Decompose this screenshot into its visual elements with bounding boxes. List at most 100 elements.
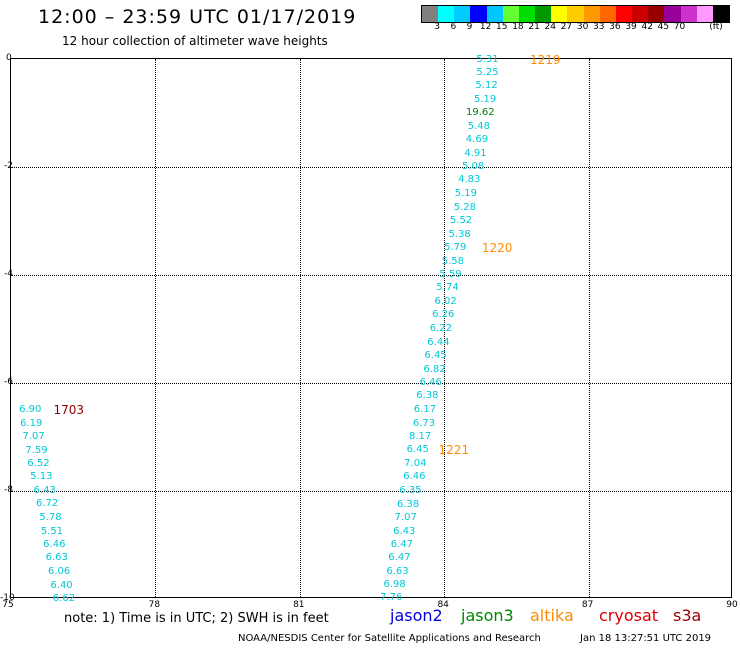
grid-line-vertical [155,59,157,597]
wave-height-observation: 5.31 [476,54,499,66]
wave-height-observation: 6.44 [427,337,450,349]
x-axis-tick-label: 81 [293,600,305,610]
wave-height-observation: 5.48 [467,121,490,133]
wave-height-observation: 6.02 [434,296,457,307]
wave-height-observation: 6.46 [43,539,66,550]
color-scale-swatch [422,6,439,22]
wave-height-observation: 5.51 [40,526,64,538]
wave-height-observation: 5.28 [453,202,477,214]
wave-height-observation: 6.46 [403,470,426,482]
wave-height-observation: 4.69 [465,134,489,145]
wave-height-observation: 5.12 [475,80,498,91]
grid-line-horizontal [11,491,731,492]
page-title: 12:00 – 23:59 UTC 01/17/2019 [38,6,357,28]
grid-line-vertical [299,59,301,597]
color-scale-label: 6 [450,22,457,32]
wave-height-observation: 6.22 [429,323,452,334]
color-scale-label: 39 [625,22,637,32]
credit-text: NOAA/NESDIS Center for Satellite Applica… [238,633,541,644]
color-scale-unit: (ft) [709,22,723,32]
color-scale-swatch [502,6,519,22]
wave-height-observation: 6.72 [35,497,59,509]
y-axis-tick-label: 0 [6,53,12,63]
wave-height-observation: 6.46 [419,377,442,388]
color-scale-swatch [696,6,713,22]
color-scale-swatch [551,6,568,22]
wave-height-observation: 5.79 [444,242,467,253]
color-scale-swatch [486,6,503,22]
y-axis-tick-label: -8 [4,485,13,495]
wave-height-observation: 6.45 [424,350,447,361]
wave-height-observation: 7.04 [404,458,427,469]
color-scale-label: 30 [576,22,589,32]
wave-height-observation: 6.73 [412,418,436,430]
pass-time-label: 1220 [481,241,513,255]
wave-height-observation: 6.52 [27,458,50,469]
wave-height-observation: 6.38 [416,389,439,401]
wave-height-observation: 6.35 [399,485,422,496]
wave-height-observation: 5.59 [439,269,462,280]
legend-item-s3a: s3a [673,606,702,625]
grid-line-vertical [588,59,590,597]
wave-height-observation: 6.47 [390,539,413,550]
y-axis-tick-label: -4 [4,269,13,279]
wave-height-observation: 8.17 [408,431,432,442]
legend-item-jason2: jason2 [390,606,443,625]
grid-line-horizontal [11,383,731,384]
wave-height-observation: 6.40 [50,580,73,592]
color-scale-label: 21 [528,22,540,32]
y-axis-tick-label: -10 [0,593,15,603]
wave-height-observation: 5.08 [461,161,485,172]
color-scale-swatch [632,6,649,22]
color-scale-label: 45 [657,22,670,32]
wave-height-observation: 6.19 [20,418,43,430]
color-scale-label: 24 [544,22,556,32]
wave-height-observation: 19.62 [465,107,495,118]
y-axis-tick-label: -2 [4,161,13,171]
wave-height-observation: 6.47 [388,551,411,563]
color-scale-label: 9 [466,22,473,32]
wave-height-observation: 7.76 [380,591,403,603]
color-scale-swatch [599,6,616,22]
color-scale-label: 18 [512,22,524,32]
wave-height-observation: 5.74 [436,281,459,293]
wave-height-observation: 6.62 [52,593,76,604]
wave-height-observation: 7.07 [394,512,417,523]
wave-height-observation: 5.25 [476,67,499,79]
wave-height-observation: 6.90 [19,404,42,415]
wave-height-observation: 6.43 [33,485,56,496]
grid-line-vertical [444,59,446,597]
wave-height-observation: 4.83 [458,173,481,185]
color-scale-swatch [518,6,536,22]
x-axis-tick-label: 78 [148,600,161,610]
legend-item-altika: altika [530,606,574,625]
pass-time-label: 1219 [529,53,561,68]
wave-height-observation: 5.19 [473,94,497,106]
wave-height-observation: 6.06 [47,566,71,577]
color-scale [421,5,730,23]
x-axis-tick-label: 87 [581,600,594,610]
color-scale-swatch [470,6,487,22]
color-scale-swatch [680,6,697,22]
wave-height-observation: 5.78 [39,512,62,523]
legend-item-cryosat: cryosat [599,606,659,625]
color-scale-swatch [712,6,729,22]
color-scale-swatch [664,6,681,22]
x-axis-tick-label: 84 [437,600,449,610]
x-axis-tick-label: 75 [2,600,14,610]
pass-time-label: 1703 [53,403,85,417]
wave-height-observation: 5.38 [448,229,471,241]
legend-item-jason3: jason3 [461,606,514,625]
color-scale-swatch [535,6,552,22]
wave-height-observation: 6.26 [432,308,455,320]
color-scale-swatch [567,6,584,22]
wave-height-observation: 5.13 [30,470,53,482]
wave-height-observation: 6.82 [423,364,446,376]
wave-height-observation: 5.58 [441,256,464,268]
color-scale-label: 42 [641,22,653,32]
wave-height-observation: 4.91 [464,148,487,160]
wave-height-observation: 7.59 [25,445,48,457]
wave-height-observation: 6.43 [393,526,416,538]
color-scale-label: 33 [593,22,605,32]
color-scale-swatch [648,6,665,22]
